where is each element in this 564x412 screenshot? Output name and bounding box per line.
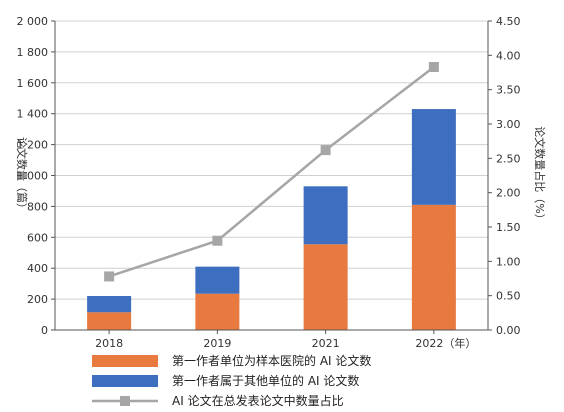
bar-2022-series-1	[411, 109, 456, 205]
y2-tick-label: 0.00	[496, 324, 521, 337]
y2-tick-label: 2.50	[496, 152, 521, 165]
legend-swatch-series-1	[92, 375, 158, 387]
bar-2022-series-0	[411, 204, 456, 330]
proportion-line	[104, 62, 439, 282]
y-tick-label: 2 000	[17, 15, 49, 28]
x-tick-label: 2021	[312, 337, 340, 350]
bar-2019-series-1	[195, 266, 240, 294]
y-axis-title: 论文数量（篇）	[15, 137, 29, 214]
bar-2021-series-1	[303, 186, 348, 245]
axes: 0 200 400 600 800 1 000 1 200 1 400 1 600 1 800 2 …	[15, 15, 547, 350]
proportion-line-path	[108, 66, 435, 278]
x-tick-label: 2022（年）	[415, 336, 476, 350]
proportion-marker	[212, 235, 223, 246]
bar-2019-series-0	[195, 293, 240, 330]
y-tick-label: 1 600	[17, 77, 49, 90]
y2-tick-label: 4.50	[496, 15, 521, 28]
y-tick-label: 1 400	[17, 108, 49, 121]
y-tick-label: 200	[27, 293, 48, 306]
proportion-marker	[104, 271, 115, 282]
y-tick-label: 1 000	[17, 170, 49, 183]
y-tick-label: 400	[27, 262, 48, 275]
y2-tick-label: 4.00	[496, 49, 521, 62]
y2-tick-label: 0.50	[496, 290, 521, 303]
x-tick-label: 2019	[203, 337, 231, 350]
x-tick-label: 2018	[95, 337, 123, 350]
legend-line-marker	[120, 396, 130, 406]
y2-tick-label: 1.00	[496, 255, 521, 268]
bar-2018-series-0	[87, 312, 132, 330]
bar-2018-series-1	[87, 296, 132, 313]
y2-tick-label: 3.00	[496, 118, 521, 131]
proportion-marker	[320, 145, 331, 156]
y2-tick-label: 2.00	[496, 187, 521, 200]
y-tick-label: 1 200	[17, 139, 49, 152]
y2-axis-title: 论文数量占比（%）	[533, 126, 547, 224]
y-tick-label: 0	[41, 324, 48, 337]
y-tick-label: 800	[27, 200, 48, 213]
legend-label-series-1: 第一作者属于其他单位的 AI 论文数	[172, 373, 359, 388]
y2-tick-label: 1.50	[496, 221, 521, 234]
bars	[87, 109, 456, 330]
legend-label-series-0: 第一作者单位为样本医院的 AI 论文数	[172, 353, 371, 368]
legend-label-series-2: AI 论文在总发表论文中数量占比	[172, 393, 344, 408]
legend-swatch-series-0	[92, 355, 158, 367]
y2-tick-label: 3.50	[496, 84, 521, 97]
y-tick-label: 600	[27, 231, 48, 244]
proportion-marker	[428, 62, 439, 73]
y-tick-label: 1 800	[17, 46, 49, 59]
bar-2021-series-0	[303, 244, 348, 330]
